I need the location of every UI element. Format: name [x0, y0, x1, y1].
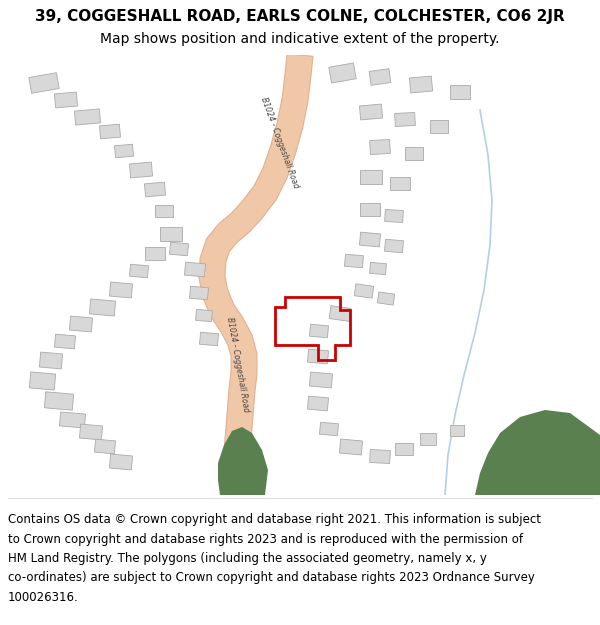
- Polygon shape: [145, 182, 166, 197]
- Polygon shape: [450, 425, 464, 436]
- Polygon shape: [109, 454, 133, 470]
- Polygon shape: [55, 92, 77, 108]
- Polygon shape: [29, 72, 59, 93]
- Text: Contains OS data © Crown copyright and database right 2021. This information is : Contains OS data © Crown copyright and d…: [8, 513, 541, 526]
- Polygon shape: [359, 104, 383, 120]
- Polygon shape: [55, 334, 76, 349]
- Polygon shape: [320, 422, 338, 436]
- Polygon shape: [370, 449, 391, 464]
- Polygon shape: [100, 124, 121, 139]
- Polygon shape: [29, 372, 56, 390]
- Polygon shape: [409, 76, 433, 93]
- Text: HM Land Registry. The polygons (including the associated geometry, namely x, y: HM Land Registry. The polygons (includin…: [8, 552, 487, 565]
- Polygon shape: [354, 284, 374, 298]
- Polygon shape: [170, 242, 188, 256]
- Text: to Crown copyright and database rights 2023 and is reproduced with the permissio: to Crown copyright and database rights 2…: [8, 532, 523, 546]
- Polygon shape: [307, 396, 329, 411]
- Polygon shape: [155, 205, 173, 217]
- Polygon shape: [115, 144, 133, 158]
- Polygon shape: [359, 232, 380, 247]
- Polygon shape: [340, 439, 362, 455]
- Polygon shape: [385, 239, 403, 252]
- Polygon shape: [390, 177, 410, 190]
- Polygon shape: [360, 170, 382, 184]
- Polygon shape: [74, 109, 101, 125]
- Polygon shape: [160, 227, 182, 241]
- Text: 39, COGGESHALL ROAD, EARLS COLNE, COLCHESTER, CO6 2JR: 39, COGGESHALL ROAD, EARLS COLNE, COLCHE…: [35, 9, 565, 24]
- Text: Map shows position and indicative extent of the property.: Map shows position and indicative extent…: [100, 32, 500, 46]
- Polygon shape: [199, 54, 313, 496]
- Polygon shape: [370, 262, 386, 274]
- Text: B1024 - Coggeshall Road: B1024 - Coggeshall Road: [225, 317, 251, 413]
- Polygon shape: [94, 439, 116, 454]
- Polygon shape: [59, 412, 86, 428]
- Polygon shape: [184, 262, 206, 277]
- Polygon shape: [130, 162, 152, 178]
- Polygon shape: [130, 264, 148, 278]
- Polygon shape: [70, 316, 92, 332]
- Polygon shape: [196, 309, 212, 322]
- Polygon shape: [420, 433, 436, 445]
- Polygon shape: [44, 392, 74, 410]
- Polygon shape: [200, 332, 218, 346]
- Polygon shape: [370, 139, 391, 154]
- Polygon shape: [79, 424, 103, 440]
- Polygon shape: [190, 286, 208, 300]
- Polygon shape: [109, 282, 133, 298]
- Polygon shape: [89, 299, 116, 316]
- Polygon shape: [145, 247, 165, 260]
- Polygon shape: [395, 443, 413, 455]
- Polygon shape: [344, 254, 364, 268]
- Polygon shape: [329, 63, 356, 83]
- Polygon shape: [40, 352, 62, 369]
- Polygon shape: [440, 410, 600, 495]
- Text: co-ordinates) are subject to Crown copyright and database rights 2023 Ordnance S: co-ordinates) are subject to Crown copyr…: [8, 571, 535, 584]
- Polygon shape: [430, 120, 448, 133]
- Text: 100026316.: 100026316.: [8, 591, 79, 604]
- Polygon shape: [360, 203, 380, 216]
- Polygon shape: [307, 349, 329, 364]
- Polygon shape: [369, 69, 391, 86]
- Polygon shape: [310, 324, 328, 338]
- Polygon shape: [450, 85, 470, 99]
- Text: B1024 - Coggeshall Road: B1024 - Coggeshall Road: [259, 96, 301, 190]
- Polygon shape: [405, 147, 423, 160]
- Polygon shape: [218, 427, 268, 495]
- Polygon shape: [377, 292, 395, 305]
- Polygon shape: [329, 306, 351, 321]
- Polygon shape: [385, 209, 403, 222]
- Polygon shape: [310, 372, 332, 388]
- Polygon shape: [395, 112, 415, 126]
